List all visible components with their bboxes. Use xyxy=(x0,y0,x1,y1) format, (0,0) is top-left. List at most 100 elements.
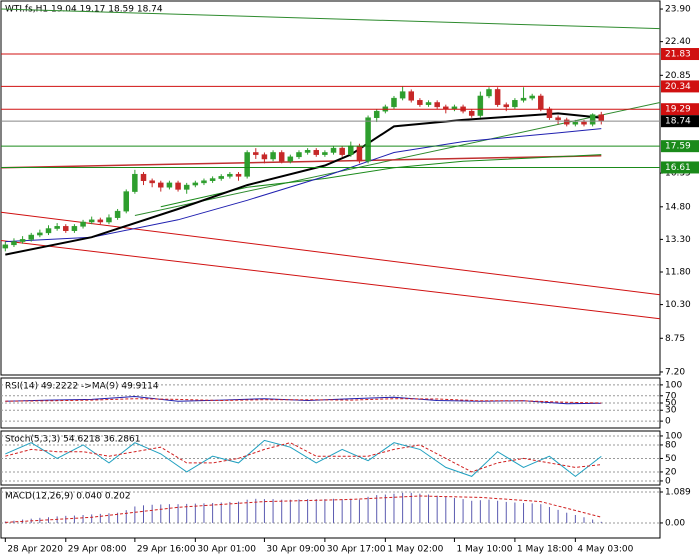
candle-body xyxy=(468,110,475,116)
candle-body xyxy=(106,217,112,223)
candle-body xyxy=(408,91,415,101)
candle-body xyxy=(512,100,518,108)
y-tick-label: 20 xyxy=(665,467,677,477)
candle-body xyxy=(339,147,345,155)
candle-body xyxy=(19,239,26,242)
candle-body xyxy=(123,191,129,212)
y-tick-label: 1.089 xyxy=(665,488,691,498)
y-tick-label: 100 xyxy=(665,431,682,441)
candle-body xyxy=(598,114,605,122)
candle-body xyxy=(287,156,294,162)
indicator-line xyxy=(5,128,602,243)
level-label: 17.59 xyxy=(665,142,691,152)
y-tick-label: 11.80 xyxy=(665,267,691,277)
candle-body xyxy=(270,152,276,160)
indicator-line xyxy=(0,8,661,30)
candle-body xyxy=(132,173,138,192)
candle-body xyxy=(322,152,328,155)
candle-body xyxy=(227,173,233,177)
y-tick-label: 7.20 xyxy=(665,367,685,377)
candle-body xyxy=(581,121,587,125)
candle-body xyxy=(477,95,484,116)
y-tick-label: 0.00 xyxy=(665,518,685,528)
indicator-line xyxy=(5,398,602,404)
candle-body xyxy=(37,232,43,236)
level-label: 19.29 xyxy=(665,105,691,115)
candle-body xyxy=(391,97,397,108)
y-tick-label: 13.30 xyxy=(665,235,691,245)
level-tag xyxy=(661,161,699,174)
candle-body xyxy=(71,226,78,231)
candle-body xyxy=(235,173,242,177)
candle-body xyxy=(434,102,440,108)
y-tick-label: 16.35 xyxy=(665,169,691,179)
candle-body xyxy=(54,226,60,229)
indicator-line xyxy=(5,439,602,478)
candle-body xyxy=(80,221,86,227)
candle-body xyxy=(538,95,544,110)
y-tick-label: 50 xyxy=(665,399,677,409)
level-tag xyxy=(661,115,699,128)
y-tick-label: 50 xyxy=(665,454,677,464)
indicator-line xyxy=(0,240,661,320)
candle-body xyxy=(88,219,95,223)
candle-body xyxy=(158,182,164,188)
indicator-line xyxy=(5,495,602,523)
panel-title: Stoch(5,3,3) 54.6218 36.2861 xyxy=(5,435,140,445)
candle-body xyxy=(114,210,121,218)
x-tick-label: 1 May 10:00 xyxy=(456,545,512,555)
candle-body xyxy=(451,106,458,110)
indicator-line xyxy=(0,211,661,296)
candle-body xyxy=(28,234,34,240)
y-tick-label: 23.90 xyxy=(665,5,691,15)
candle-body xyxy=(529,95,535,99)
candle-body xyxy=(365,117,371,162)
candle-body xyxy=(417,100,423,105)
y-tick-label: 20.85 xyxy=(665,71,691,81)
indicator-line xyxy=(0,154,602,169)
panel-title: RSI(14) 49.2222 ->MA(9) 49.9114 xyxy=(5,382,159,392)
y-tick-label: 0 xyxy=(665,417,671,427)
candle-body xyxy=(63,226,69,231)
candle-body xyxy=(313,150,319,155)
level-label: 16.61 xyxy=(665,163,691,173)
candle-body xyxy=(486,89,492,97)
y-tick-label: 30 xyxy=(665,406,677,416)
y-tick-label: 80 xyxy=(665,440,677,450)
candle-body xyxy=(546,108,553,118)
candle-body xyxy=(503,104,510,108)
level-label: 18.74 xyxy=(665,117,691,127)
candle-body xyxy=(166,182,173,188)
level-tag xyxy=(661,140,699,153)
level-label: 21.83 xyxy=(665,50,691,60)
panel-title: WTI.fs,H1 19.04 19.17 18.59 18.74 xyxy=(5,5,163,15)
candle-body xyxy=(244,152,250,177)
indicator-line xyxy=(5,112,602,256)
level-tag xyxy=(661,103,699,116)
y-tick-label: 8.75 xyxy=(665,334,685,344)
candle-body xyxy=(2,244,9,249)
candle-body xyxy=(192,182,199,186)
candle-body xyxy=(201,180,207,184)
y-tick-label: 14.80 xyxy=(665,202,691,212)
candle-body xyxy=(425,102,432,105)
x-tick-label: 28 Apr 2020 xyxy=(7,545,63,555)
indicator-line xyxy=(134,102,661,216)
candle-body xyxy=(555,117,561,121)
x-tick-label: 30 Apr 17:00 xyxy=(327,545,386,555)
x-tick-label: 30 Apr 09:00 xyxy=(266,545,325,555)
candle-body xyxy=(520,97,527,101)
y-tick-label: 70 xyxy=(665,391,677,401)
candle-body xyxy=(218,176,224,179)
candle-body xyxy=(183,184,190,190)
candle-body xyxy=(209,178,216,181)
y-tick-label: 0 xyxy=(665,476,671,486)
candle-body xyxy=(97,219,104,223)
x-tick-label: 30 Apr 01:00 xyxy=(197,545,256,555)
indicator-line xyxy=(5,395,602,405)
candle-body xyxy=(149,180,155,184)
y-tick-label: 100 xyxy=(665,380,682,390)
candle-body xyxy=(175,182,181,190)
